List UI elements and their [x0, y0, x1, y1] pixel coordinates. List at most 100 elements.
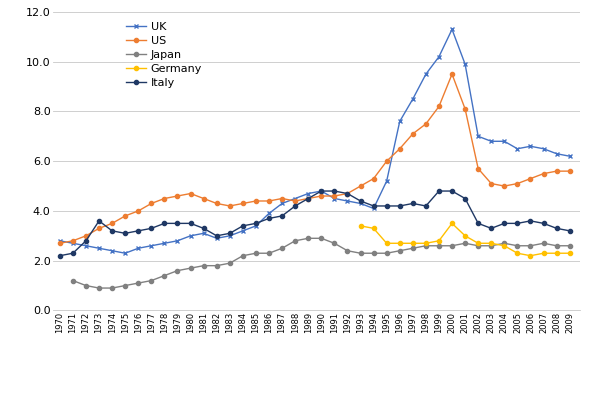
UK — [383, 179, 390, 183]
US — [305, 196, 312, 201]
Italy — [69, 251, 76, 256]
Italy — [449, 189, 456, 193]
Japan — [200, 263, 207, 268]
Italy — [252, 221, 259, 226]
US — [514, 181, 521, 186]
UK — [121, 251, 128, 256]
Italy — [422, 204, 429, 209]
US — [187, 191, 194, 196]
Japan — [292, 238, 299, 243]
Germany — [383, 241, 390, 246]
UK — [292, 196, 299, 201]
Italy — [278, 213, 285, 218]
Italy — [318, 189, 325, 193]
Japan — [514, 244, 521, 248]
Japan — [226, 261, 233, 265]
UK — [95, 246, 102, 251]
US — [95, 226, 102, 231]
Italy — [292, 204, 299, 209]
UK — [108, 248, 115, 253]
US — [239, 201, 246, 206]
UK — [226, 233, 233, 238]
Line: Italy: Italy — [58, 189, 572, 258]
UK — [187, 233, 194, 238]
Japan — [527, 244, 534, 248]
UK — [213, 236, 220, 241]
Italy — [514, 221, 521, 226]
Italy — [527, 219, 534, 223]
US — [292, 199, 299, 203]
UK — [527, 144, 534, 149]
US — [56, 241, 63, 246]
US — [174, 194, 181, 199]
UK — [422, 72, 429, 76]
US — [121, 213, 128, 218]
Italy — [409, 201, 416, 206]
UK — [370, 206, 377, 211]
UK — [200, 231, 207, 236]
Italy — [357, 199, 364, 203]
Germany — [370, 226, 377, 231]
UK — [148, 244, 155, 248]
Japan — [462, 241, 469, 246]
UK — [161, 241, 168, 246]
UK — [305, 191, 312, 196]
Italy — [331, 189, 338, 193]
Japan — [331, 241, 338, 246]
Line: Japan: Japan — [71, 236, 572, 290]
Italy — [82, 238, 89, 243]
Japan — [318, 236, 325, 241]
Japan — [121, 283, 128, 288]
Italy — [540, 221, 547, 226]
UK — [357, 201, 364, 206]
UK — [488, 139, 495, 144]
Japan — [435, 244, 442, 248]
US — [527, 176, 534, 181]
US — [501, 184, 508, 189]
US — [435, 104, 442, 109]
Germany — [501, 244, 508, 248]
US — [383, 159, 390, 164]
Japan — [95, 286, 102, 291]
Japan — [239, 254, 246, 258]
Italy — [462, 196, 469, 201]
Germany — [475, 241, 482, 246]
US — [135, 209, 142, 213]
US — [475, 166, 482, 171]
Italy — [383, 204, 390, 209]
Italy — [148, 226, 155, 231]
Japan — [475, 244, 482, 248]
UK — [449, 27, 456, 32]
Germany — [553, 251, 560, 256]
Italy — [566, 228, 573, 233]
UK — [475, 134, 482, 139]
Japan — [213, 263, 220, 268]
UK — [252, 224, 259, 228]
Japan — [540, 241, 547, 246]
Line: Germany: Germany — [358, 221, 572, 258]
Italy — [187, 221, 194, 226]
Italy — [396, 204, 403, 209]
US — [69, 238, 76, 243]
UK — [540, 146, 547, 151]
US — [82, 233, 89, 238]
Germany — [488, 241, 495, 246]
Italy — [56, 254, 63, 258]
Japan — [501, 241, 508, 246]
Japan — [265, 251, 272, 256]
UK — [331, 196, 338, 201]
Italy — [95, 219, 102, 223]
US — [148, 201, 155, 206]
Italy — [475, 221, 482, 226]
UK — [82, 244, 89, 248]
UK — [278, 201, 285, 206]
US — [213, 201, 220, 206]
UK — [318, 189, 325, 193]
Japan — [409, 246, 416, 251]
UK — [174, 238, 181, 243]
US — [540, 171, 547, 176]
Germany — [514, 251, 521, 256]
US — [370, 176, 377, 181]
UK — [396, 119, 403, 124]
Japan — [383, 251, 390, 256]
